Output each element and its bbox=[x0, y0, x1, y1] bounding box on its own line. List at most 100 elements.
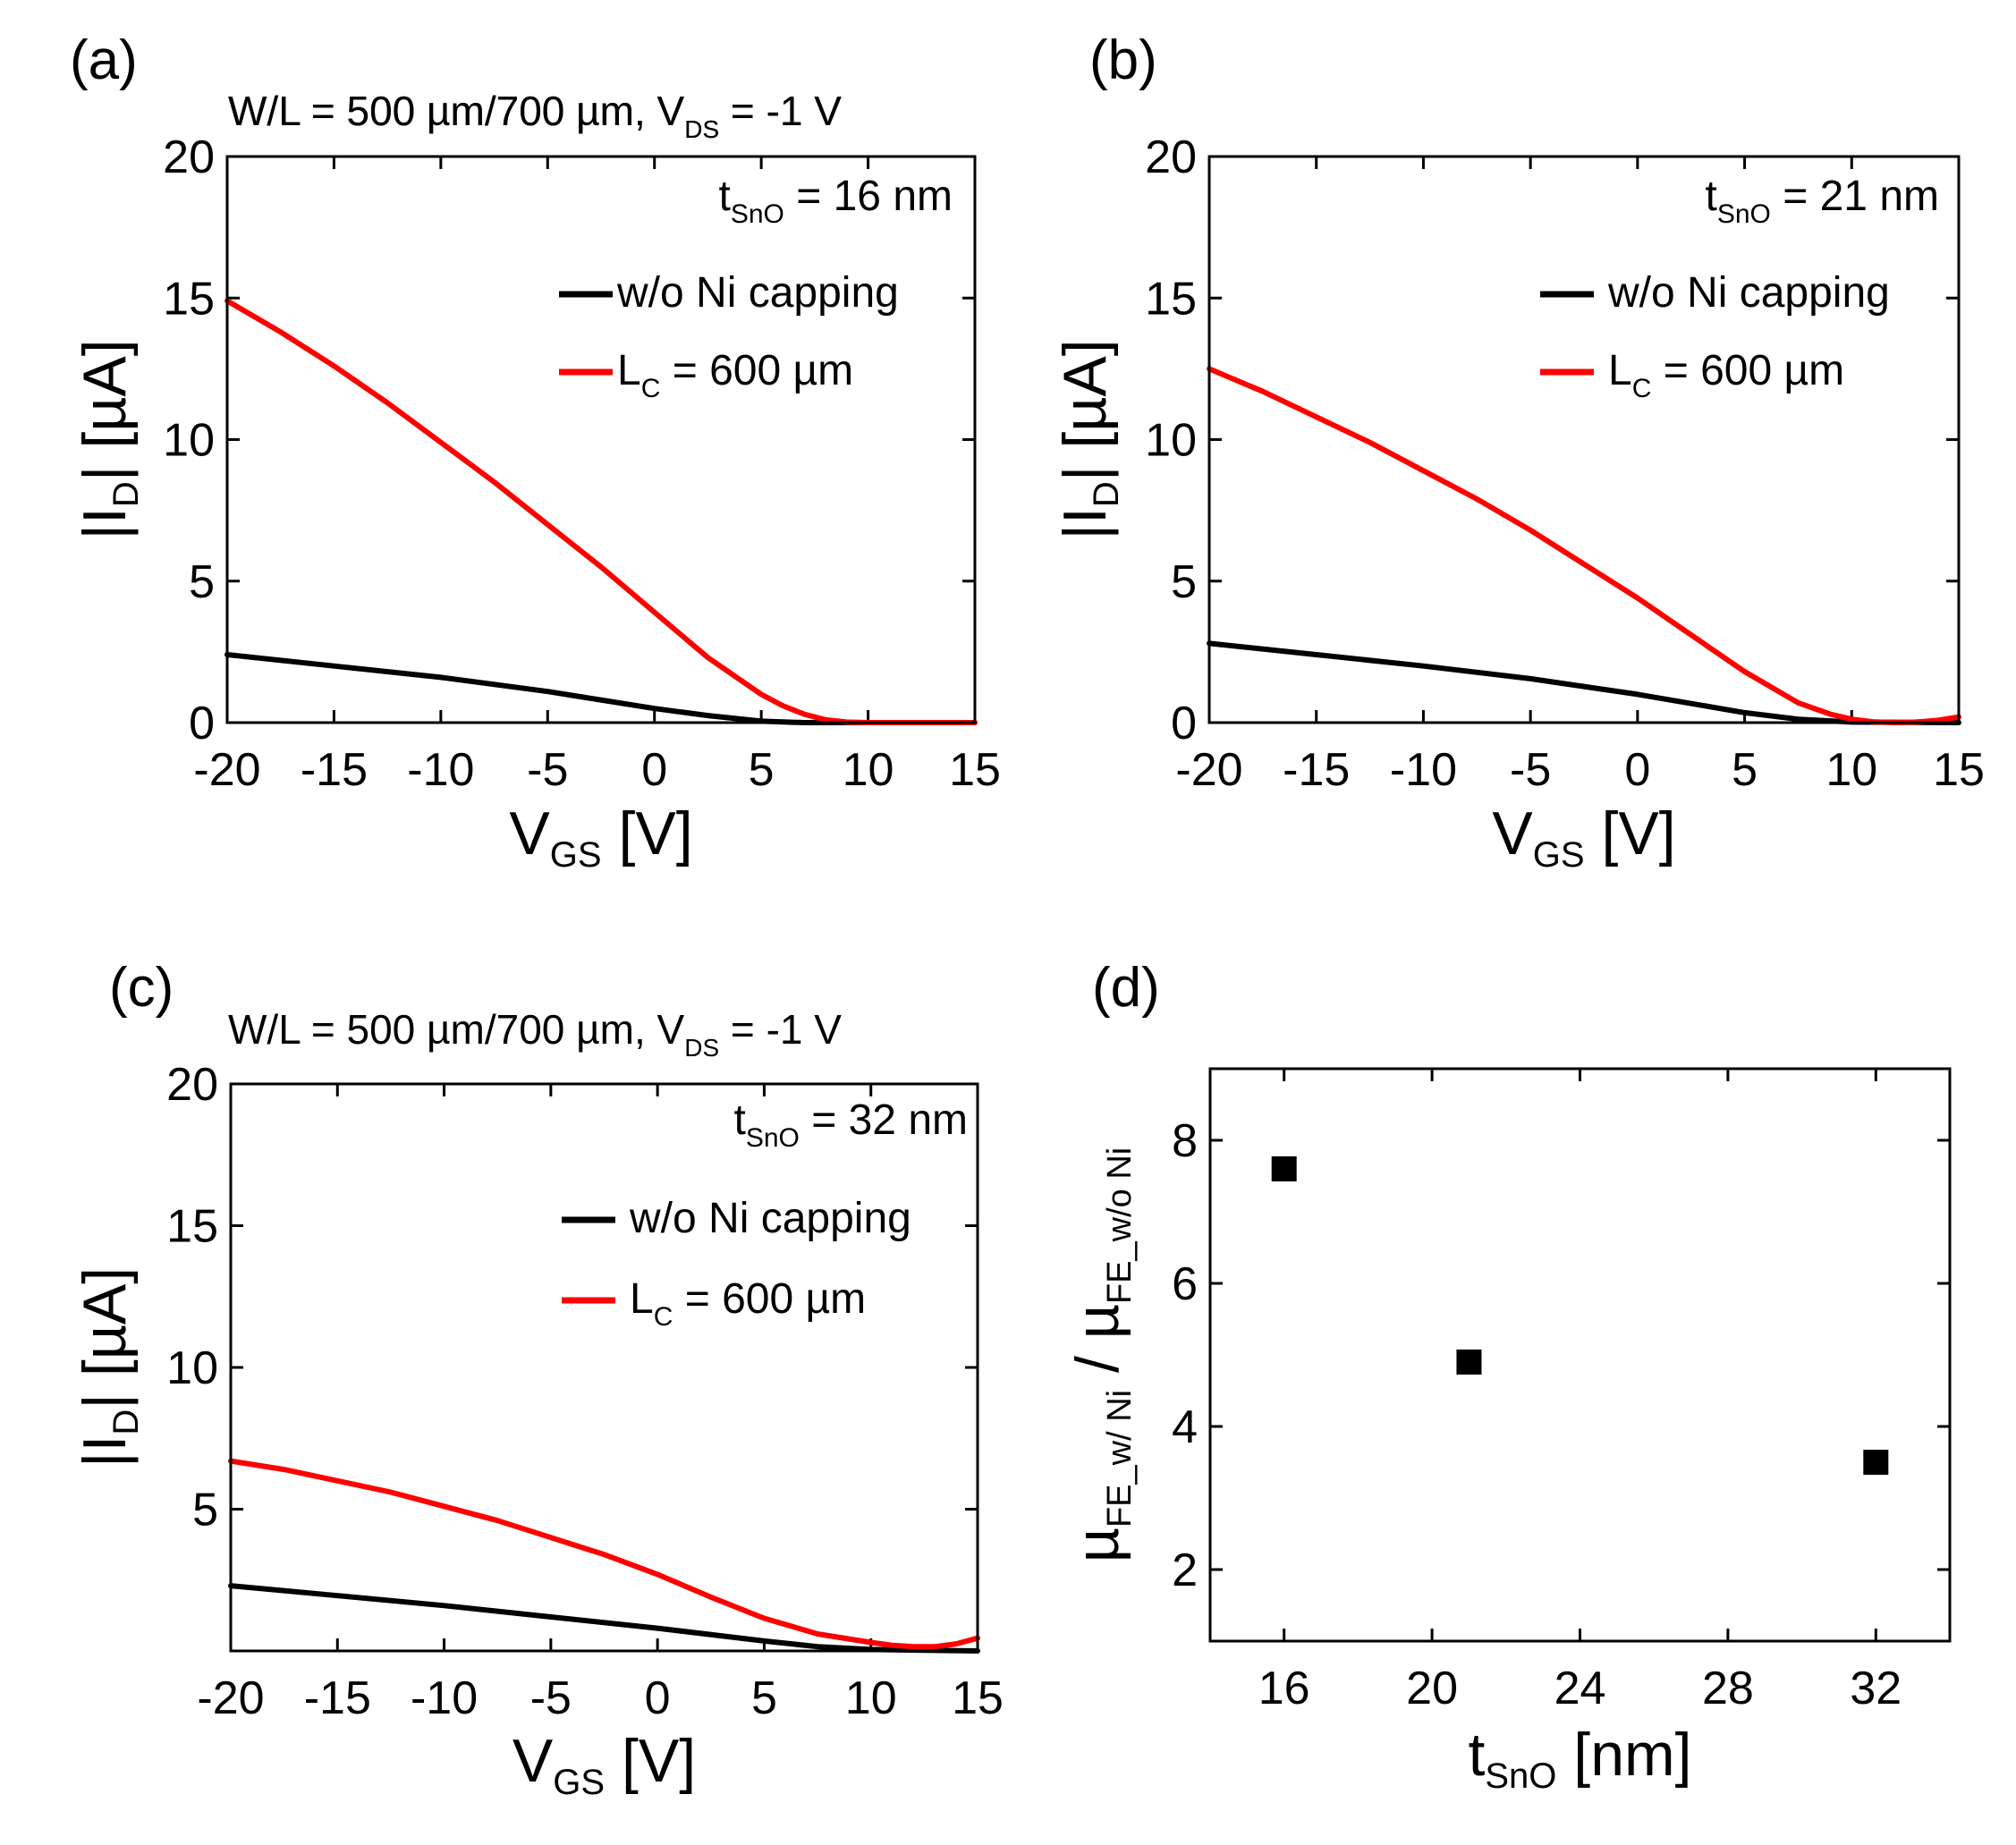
series-line bbox=[228, 1458, 980, 1650]
x-tick-label: 15 bbox=[952, 1672, 1004, 1724]
chart-title-rest: = -1 V bbox=[719, 88, 842, 134]
x-tick-label: 0 bbox=[1624, 744, 1650, 796]
y-tick-label: 5 bbox=[1171, 556, 1197, 608]
legend-label-main: w/o Ni capping bbox=[629, 1195, 911, 1242]
y-tick-label: 15 bbox=[163, 273, 215, 325]
series-line bbox=[1207, 366, 1961, 725]
plot-frame bbox=[1207, 155, 1961, 724]
legend-label-sub: C bbox=[1632, 374, 1652, 403]
y-axis-label-sub: D bbox=[1087, 481, 1126, 507]
chart-title-main: W/L = 500 µm/700 µm, V bbox=[228, 88, 685, 134]
y-tick-label: 8 bbox=[1172, 1115, 1198, 1167]
x-tick-label: -5 bbox=[1510, 744, 1551, 796]
y-tick-label: 5 bbox=[192, 1485, 218, 1536]
y-axis-label-mid: / bbox=[1063, 1339, 1131, 1390]
chart-title-rest: = -1 V bbox=[719, 1006, 842, 1053]
legend-label-rest: = 600 µm bbox=[673, 1275, 866, 1323]
legend-label-main: L bbox=[617, 347, 641, 394]
x-tick-label: -15 bbox=[304, 1672, 371, 1724]
y-axis-label: |ID| [µA] bbox=[71, 1267, 146, 1468]
plot-frame bbox=[225, 155, 977, 724]
chart-title-sub: DS bbox=[684, 115, 719, 143]
x-axis-label: VGS [V] bbox=[1492, 800, 1675, 875]
x-tick-label: 10 bbox=[1825, 744, 1877, 796]
legend-label-main: L bbox=[630, 1275, 654, 1323]
chart-title-rest: = -1 V bbox=[719, 88, 842, 134]
y-axis-label: |ID| [µA] bbox=[71, 339, 146, 539]
panel-label: (b) bbox=[1089, 30, 1157, 91]
y-axis-label-group: |ID| [µA] bbox=[71, 1267, 146, 1468]
panel-a: (a) W/L = 500 µm/700 µm, VDS = -1 V -20 -15… bbox=[70, 30, 1001, 875]
chart-title-sub: DS bbox=[684, 1034, 719, 1062]
x-axis-label-main: t bbox=[1468, 1721, 1485, 1789]
y-axis-label-group: µFE_w/ Ni / µFE_w/o Ni bbox=[1063, 1147, 1139, 1562]
y-axis-label-main: |I bbox=[71, 1435, 139, 1468]
legend-label: LC = 600 µm bbox=[1608, 347, 1844, 403]
x-tick-label: 0 bbox=[641, 744, 667, 796]
x-tick-label: -5 bbox=[527, 744, 568, 796]
x-tick-label: -5 bbox=[530, 1672, 572, 1724]
x-axis-label-rest: [V] bbox=[605, 1727, 696, 1795]
y-tick-label: 15 bbox=[166, 1201, 218, 1253]
x-tick-label: -15 bbox=[1283, 744, 1350, 796]
legend-label: w/o Ni capping bbox=[629, 1195, 911, 1242]
y-axis-label-b: µ bbox=[1063, 1304, 1131, 1339]
x-tick-label: -20 bbox=[193, 744, 260, 796]
thickness-annotation-sub: SnO bbox=[1717, 199, 1771, 229]
series-line bbox=[228, 1583, 980, 1654]
legend-label: w/o Ni capping bbox=[1607, 269, 1890, 317]
chart-title: W/L = 500 µm/700 µm, VDS = -1 V bbox=[228, 1006, 842, 1062]
thickness-annotation: tSnO = 16 nm bbox=[719, 173, 953, 229]
legend-label-main: w/o Ni capping bbox=[1607, 269, 1890, 317]
plot-frame bbox=[1208, 1067, 1952, 1643]
x-tick-label: 15 bbox=[949, 744, 1001, 796]
thickness-annotation-main: t bbox=[1706, 173, 1717, 220]
x-tick-label: 5 bbox=[1732, 744, 1758, 796]
x-tick-label: -15 bbox=[301, 744, 368, 796]
legend-label: LC = 600 µm bbox=[617, 347, 853, 403]
y-tick-label: 2 bbox=[1172, 1545, 1198, 1596]
x-tick-label: 10 bbox=[843, 744, 894, 796]
x-axis-label-sub: SnO bbox=[1485, 1756, 1556, 1796]
x-axis-label-sub: GS bbox=[1533, 835, 1585, 875]
chart-title-sub: DS bbox=[684, 115, 719, 143]
legend-label-rest: = 600 µm bbox=[1651, 347, 1844, 394]
thickness-annotation-rest: = 16 nm bbox=[784, 173, 953, 220]
thickness-annotation-main: t bbox=[734, 1096, 746, 1144]
plot-frame bbox=[229, 1082, 979, 1653]
x-tick-label: -10 bbox=[411, 1672, 478, 1724]
thickness-annotation-main: t bbox=[719, 173, 731, 220]
y-axis-label-main: |I bbox=[71, 507, 139, 540]
thickness-annotation-sub: SnO bbox=[746, 1123, 800, 1153]
y-tick-label: 5 bbox=[189, 556, 215, 608]
panel-label: (c) bbox=[109, 957, 174, 1019]
thickness-annotation: tSnO = 21 nm bbox=[1706, 173, 1939, 229]
y-axis-label-group: |ID| [µA] bbox=[1051, 339, 1126, 539]
chart-title-main: W/L = 500 µm/700 µm, V bbox=[228, 1006, 685, 1053]
x-axis-label-rest: [nm] bbox=[1556, 1721, 1691, 1789]
y-axis-label-group: |ID| [µA] bbox=[71, 339, 146, 539]
x-tick-label: 5 bbox=[749, 744, 775, 796]
legend-label: w/o Ni capping bbox=[616, 269, 899, 317]
chart-title: W/L = 500 µm/700 µm, VDS = -1 V bbox=[228, 88, 842, 143]
legend-label-sub: C bbox=[654, 1302, 673, 1332]
x-axis-label-rest: [V] bbox=[602, 800, 693, 867]
x-tick-label: 10 bbox=[845, 1672, 897, 1724]
x-tick-label: 32 bbox=[1850, 1663, 1902, 1714]
y-axis-label-b-sub: FE_w/o Ni bbox=[1101, 1147, 1139, 1304]
x-tick-label: 15 bbox=[1933, 744, 1985, 796]
data-point bbox=[1863, 1450, 1889, 1475]
panel-label: (a) bbox=[70, 30, 138, 91]
y-tick-label: 0 bbox=[1171, 698, 1197, 749]
legend-label-main: w/o Ni capping bbox=[616, 269, 899, 317]
legend-label-rest: = 600 µm bbox=[660, 347, 853, 394]
thickness-annotation-sub: SnO bbox=[731, 199, 784, 229]
chart-title-main: W/L = 500 µm/700 µm, V bbox=[228, 88, 685, 134]
legend-label-sub: C bbox=[641, 374, 661, 403]
y-tick-label: 20 bbox=[166, 1059, 218, 1111]
y-tick-label: 6 bbox=[1172, 1258, 1198, 1310]
y-axis-label: µFE_w/ Ni / µFE_w/o Ni bbox=[1063, 1147, 1139, 1562]
panel-b: (b) W/L = 500 µm/700 µm, VDS = -1 V -20 -15… bbox=[228, 30, 1985, 875]
x-axis-label-sub: GS bbox=[550, 835, 602, 875]
data-point bbox=[1271, 1156, 1297, 1181]
